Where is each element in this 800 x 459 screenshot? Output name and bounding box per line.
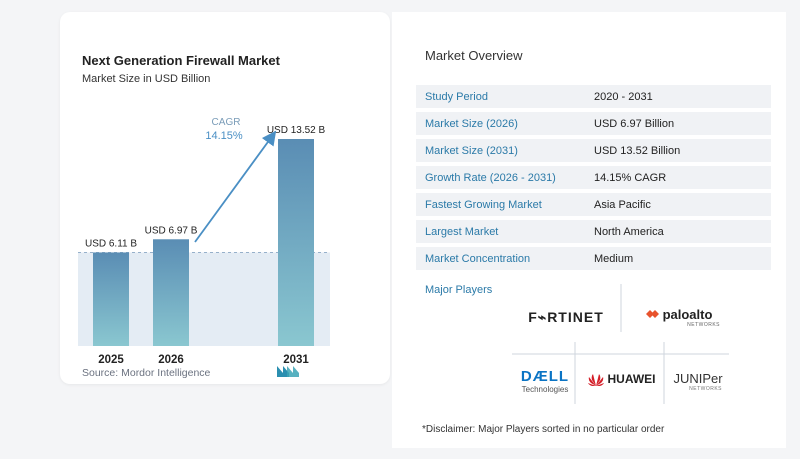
cagr-value: 14.15% [205, 130, 243, 142]
overview-row: Market Concentration Medium [416, 247, 771, 271]
overview-label: Study Period [425, 91, 488, 103]
data-label-2026: USD 6.97 B [145, 225, 198, 236]
paloalto-mark-icon [645, 310, 659, 318]
data-label-2025: USD 6.11 B [85, 238, 137, 249]
x-tick-2025: 2025 [98, 354, 124, 366]
overview-label: Fastest Growing Market [425, 199, 542, 211]
overview-row: Largest Market North America [416, 220, 771, 244]
overview-value: USD 13.52 Billion [594, 145, 681, 157]
overview-row: Market Size (2026) USD 6.97 Billion [416, 112, 771, 136]
overview-label: Market Size (2026) [425, 118, 518, 130]
overview-value: Asia Pacific [594, 199, 651, 211]
bar-2031 [278, 139, 314, 346]
paloalto-logo: paloalto NETWORKS [628, 304, 728, 330]
overview-row: Fastest Growing Market Asia Pacific [416, 193, 771, 217]
overview-row: Study Period 2020 - 2031 [416, 85, 771, 109]
disclaimer: *Disclaimer: Major Players sorted in no … [422, 424, 665, 435]
chart-subtitle: Market Size in USD Billion [82, 73, 211, 85]
players-grid [512, 284, 729, 404]
data-label-2031: USD 13.52 B [267, 125, 326, 136]
x-tick-2031: 2031 [283, 354, 309, 366]
major-players-title: Major Players [425, 284, 493, 296]
mordor-logo-icon [277, 366, 299, 377]
paloalto-sub: NETWORKS [687, 321, 720, 328]
source-text: Source: Mordor Intelligence [82, 367, 211, 379]
juniper-logo: JUNIPer NETWORKS [668, 366, 728, 396]
overview-label: Growth Rate (2026 - 2031) [425, 172, 556, 184]
chart-title: Next Generation Firewall Market [82, 53, 280, 68]
overview-row: Growth Rate (2026 - 2031) 14.15% CAGR [416, 166, 771, 190]
overview-value: Medium [594, 253, 634, 265]
overview-label: Market Concentration [425, 253, 531, 265]
huawei-logo: HUAWEI [580, 368, 662, 390]
overview-title: Market Overview [425, 48, 523, 63]
cagr-label: CAGR [212, 117, 241, 128]
chart-card: Next Generation Firewall Market Market S… [60, 12, 390, 384]
x-tick-2026: 2026 [158, 354, 184, 366]
overview-value: North America [594, 226, 664, 238]
overview-value: 14.15% CAGR [594, 172, 667, 184]
dell-sub: Technologies [521, 385, 569, 394]
fortinet-wordmark: F⌁RTINET [528, 308, 604, 325]
overview-value: USD 6.97 Billion [594, 118, 675, 130]
overview-row: Market Size (2031) USD 13.52 Billion [416, 139, 771, 163]
market-overview-panel: Market Overview Study Period 2020 - 2031… [392, 12, 786, 448]
paloalto-wordmark: paloalto [662, 306, 713, 322]
dell-logo: DÆLL Technologies [518, 364, 572, 398]
cagr-arrow [194, 130, 277, 243]
juniper-wordmark: JUNIPer [673, 370, 723, 386]
juniper-sub: NETWORKS [689, 385, 722, 392]
huawei-wordmark: HUAWEI [607, 372, 656, 386]
overview-value: 2020 - 2031 [594, 91, 653, 103]
dell-wordmark: DÆLL [520, 368, 570, 385]
overview-label: Largest Market [425, 226, 499, 238]
bar-chart: USD 6.11 B 2025 USD 6.97 B 2026 USD 13.52 B 2… [78, 117, 330, 366]
bar-2025 [93, 252, 129, 346]
fortinet-logo: F⌁RTINET [516, 306, 616, 328]
huawei-petals-icon [587, 374, 604, 386]
overview-label: Market Size (2031) [425, 145, 518, 157]
bar-2026 [153, 239, 189, 346]
